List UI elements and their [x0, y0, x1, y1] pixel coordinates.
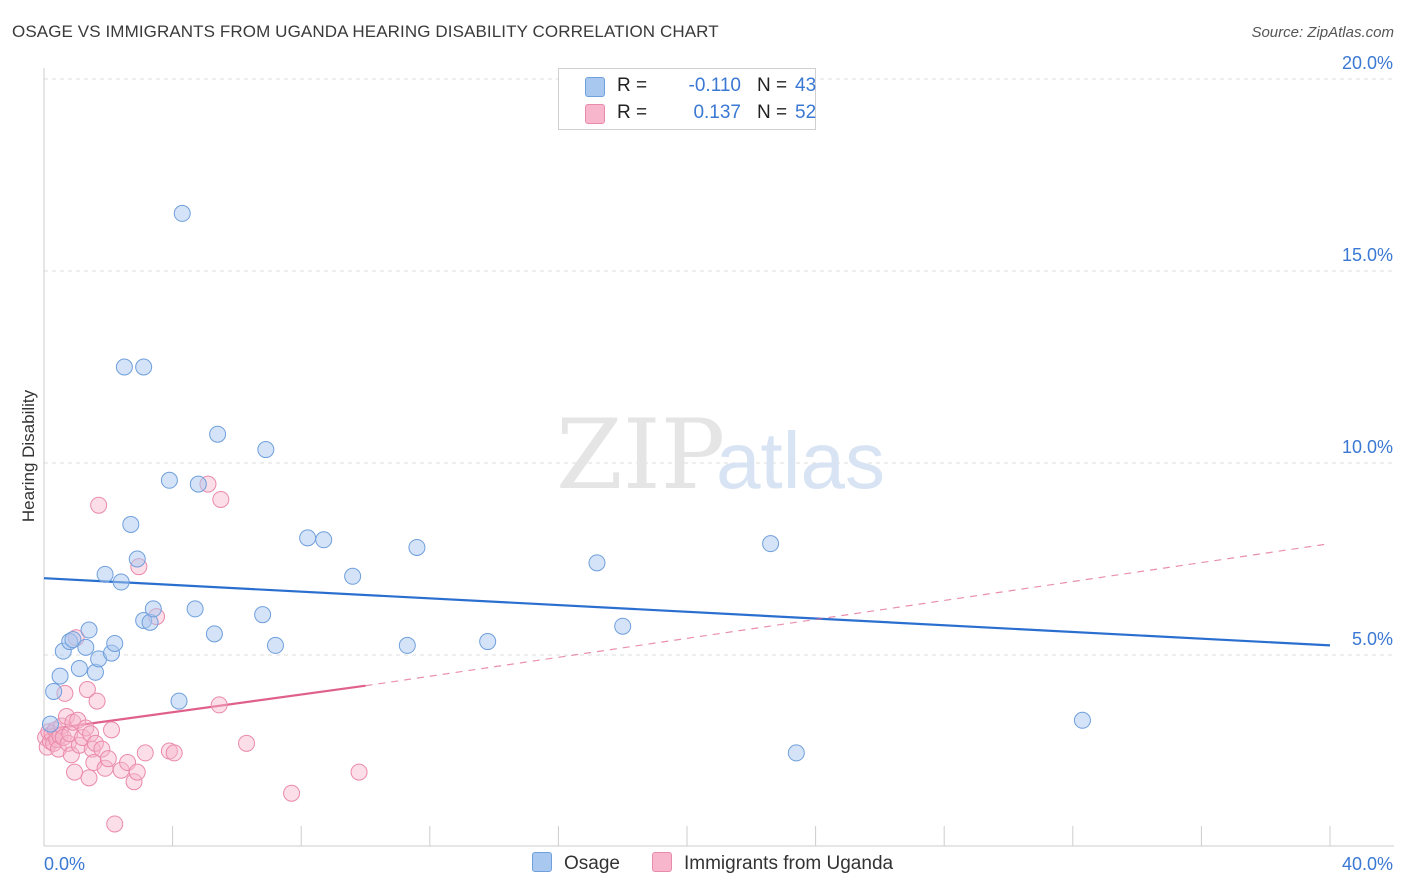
uganda-point [88, 692, 106, 710]
osage-point [189, 475, 207, 493]
osage-point [128, 550, 146, 568]
axes [43, 68, 1394, 847]
legend-item-uganda: Immigrants from Uganda [652, 852, 893, 875]
osage-point [315, 531, 333, 549]
osage-points [41, 204, 1091, 762]
osage-point [408, 538, 426, 556]
uganda-swatch [652, 852, 672, 872]
uganda-swatch [585, 104, 605, 124]
osage-point [479, 633, 497, 651]
osage-point [299, 529, 317, 547]
correlation-legend: R = -0.110 N = 43 R = 0.137 N = 52 [558, 68, 816, 130]
osage-point [96, 565, 114, 583]
osage-point [135, 358, 153, 376]
osage-point [112, 573, 130, 591]
uganda-point [90, 496, 108, 514]
uganda-point [106, 815, 124, 833]
osage-point [762, 535, 780, 553]
uganda-point [93, 740, 111, 758]
uganda-point [136, 744, 154, 762]
r-value: 0.137 [693, 102, 741, 123]
uganda-point [86, 734, 104, 752]
uganda-point [78, 681, 96, 699]
osage-point [186, 600, 204, 618]
osage-swatch [532, 852, 552, 872]
y-tick-label: 5.0% [1352, 629, 1393, 649]
uganda-point [238, 734, 256, 752]
uganda-point [212, 490, 230, 508]
osage-swatch [585, 77, 605, 97]
uganda-point [83, 740, 101, 758]
r-value: -0.110 [688, 75, 741, 96]
osage-point [160, 471, 178, 489]
uganda-point [103, 721, 121, 739]
osage-point [170, 692, 188, 710]
uganda-point [350, 763, 368, 781]
legend-label-uganda: Immigrants from Uganda [684, 853, 894, 874]
r-label: R = [617, 102, 648, 123]
osage-point [41, 715, 59, 733]
source-credit: Source: ZipAtlas.com [1251, 24, 1394, 41]
uganda-point [58, 707, 76, 725]
osage-point [64, 631, 82, 649]
osage-trend-line [43, 577, 1331, 647]
y-tick-label: 10.0% [1342, 437, 1393, 457]
uganda-point [128, 763, 146, 781]
uganda-trend-line [43, 684, 366, 731]
gridlines [44, 78, 1394, 656]
n-label: N = [757, 75, 788, 96]
tick-labels: 5.0% 10.0% 15.0% 20.0% 0.0% 40.0% [44, 53, 1393, 874]
uganda-point [66, 763, 84, 781]
osage-point [787, 744, 805, 762]
osage-point [122, 515, 140, 533]
uganda-trend-extension [365, 543, 1331, 687]
chart-title: OSAGE VS IMMIGRANTS FROM UGANDA HEARING … [12, 22, 719, 41]
osage-point [144, 600, 162, 618]
osage-point [45, 682, 63, 700]
osage-point [77, 638, 95, 656]
n-label: N = [757, 102, 788, 123]
osage-point [115, 358, 133, 376]
osage-point [209, 425, 227, 443]
osage-point [257, 441, 275, 459]
n-value: 52 [795, 102, 817, 123]
osage-point [614, 617, 632, 635]
x-tick-label: 40.0% [1342, 854, 1393, 874]
osage-point [588, 554, 606, 572]
osage-point [398, 636, 416, 654]
watermark: ZIP atlas [556, 399, 885, 511]
osage-point [1073, 711, 1091, 729]
watermark-zip: ZIP [556, 399, 725, 511]
y-tick-label: 15.0% [1342, 245, 1393, 265]
osage-point [344, 567, 362, 585]
legend-label-osage: Osage [564, 853, 620, 874]
osage-point [254, 606, 272, 624]
y-tick-label: 20.0% [1342, 53, 1393, 73]
uganda-point [210, 696, 228, 714]
legend-item-osage: Osage [532, 852, 620, 875]
osage-point [266, 636, 284, 654]
x-tick-label: 0.0% [44, 854, 85, 874]
n-value: 43 [795, 75, 817, 96]
osage-point [173, 204, 191, 222]
osage-point [51, 667, 69, 685]
osage-point [205, 625, 223, 643]
osage-point [80, 621, 98, 639]
osage-point [70, 659, 88, 677]
watermark-atlas: atlas [716, 416, 885, 505]
r-label: R = [617, 75, 648, 96]
uganda-point [80, 769, 98, 787]
y-axis-label: Hearing Disability [19, 389, 38, 522]
uganda-point [283, 784, 301, 802]
uganda-point [125, 773, 143, 791]
uganda-point [165, 744, 183, 762]
osage-point [106, 634, 124, 652]
uganda-point [99, 750, 117, 768]
trend-lines [43, 543, 1331, 731]
